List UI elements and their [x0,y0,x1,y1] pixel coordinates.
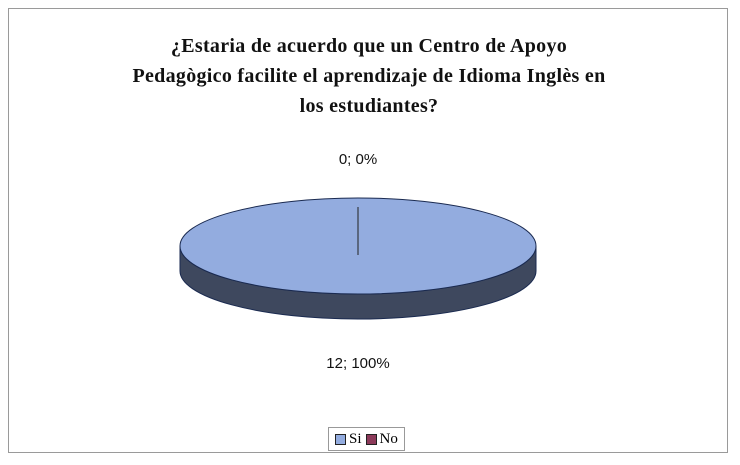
legend: Si No [328,427,405,451]
legend-item: No [365,430,398,448]
legend-label: No [379,430,398,447]
legend-item: Si [335,431,362,448]
data-label: 0; 0% [339,151,377,168]
legend-label: Si [349,430,362,447]
legend-swatch [365,433,377,445]
chart-title: ¿Estaria de acuerdo que un Centro de Apo… [132,35,606,117]
data-label: 12; 100% [326,355,389,372]
legend-swatch [335,433,346,445]
chart-frame: ¿Estaria de acuerdo que un Centro de Apo… [8,8,728,453]
